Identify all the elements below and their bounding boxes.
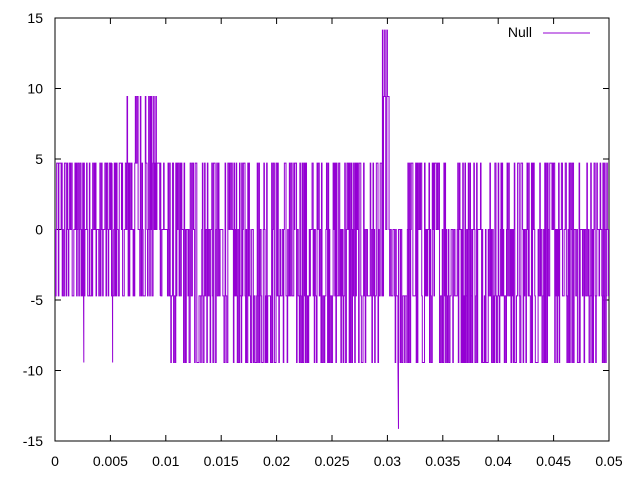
y-tick-label: -10 — [23, 363, 43, 379]
y-tick-label: -15 — [23, 433, 43, 449]
x-tick-label: 0.005 — [93, 453, 128, 469]
y-tick-label: 10 — [27, 81, 43, 97]
x-tick-label: 0.045 — [536, 453, 571, 469]
x-tick-label: 0.01 — [152, 453, 179, 469]
series-null-line — [55, 29, 609, 429]
x-tick-label: 0.015 — [204, 453, 239, 469]
x-tick-label: 0.05 — [595, 453, 622, 469]
y-tick-label: -5 — [31, 292, 44, 308]
x-tick-label: 0.02 — [263, 453, 290, 469]
legend: Null — [508, 24, 590, 40]
y-axis: -15 -10 -5 0 5 10 15 — [23, 10, 609, 449]
y-tick-label: 15 — [27, 10, 43, 26]
legend-label: Null — [508, 24, 532, 40]
x-tick-label: 0.035 — [425, 453, 460, 469]
x-tick-label: 0.025 — [314, 453, 349, 469]
x-tick-label: 0.03 — [374, 453, 401, 469]
y-tick-label: 5 — [35, 151, 43, 167]
x-axis: 0 0.005 0.01 0.015 0.02 0.025 0.03 0.035 0.04 0.0… — [51, 18, 623, 469]
y-tick-label: 0 — [35, 222, 43, 238]
x-tick-label: 0.04 — [485, 453, 512, 469]
series-null — [55, 29, 609, 429]
x-tick-label: 0 — [51, 453, 59, 469]
